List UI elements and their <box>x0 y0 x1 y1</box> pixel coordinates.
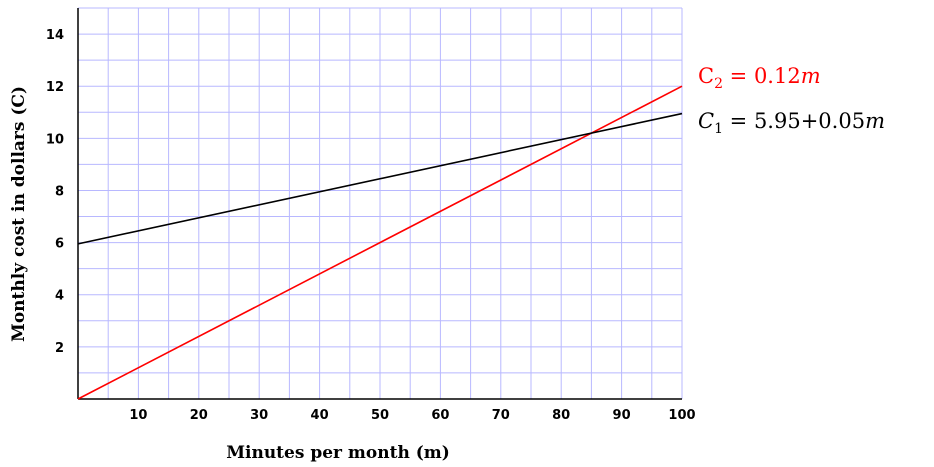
y-tick-label: 4 <box>55 289 64 304</box>
y-tick-labels: 2 4 6 8 10 12 14 <box>46 28 64 356</box>
series-label-1: C2 = 0.12m <box>698 64 821 92</box>
series-line-2 <box>77 112 683 245</box>
x-tick-labels: 10 20 30 40 50 60 70 80 90 100 <box>129 408 695 423</box>
x-tick-label: 30 <box>250 408 268 423</box>
chart-axes <box>77 8 682 400</box>
x-tick-label: 40 <box>311 408 329 423</box>
y-axis-title: Monthly cost in dollars (C) <box>9 86 29 342</box>
y-tick-label: 14 <box>46 28 64 43</box>
x-axis-title: Minutes per month (m) <box>226 443 450 463</box>
y-tick-label: 12 <box>46 80 64 95</box>
y-tick-label: 2 <box>55 341 64 356</box>
chart-grid <box>78 7 683 399</box>
series-label-2: C1 = 5.95+0.05m <box>698 109 885 137</box>
x-tick-label: 50 <box>371 408 389 423</box>
x-tick-label: 80 <box>552 408 570 423</box>
y-tick-label: 10 <box>46 132 64 147</box>
series-line-1 <box>77 85 683 400</box>
x-tick-label: 90 <box>613 408 631 423</box>
y-tick-label: 6 <box>55 237 64 252</box>
x-tick-label: 60 <box>431 408 449 423</box>
chart-series <box>77 85 683 400</box>
x-tick-label: 70 <box>492 408 510 423</box>
x-tick-label: 10 <box>129 408 147 423</box>
series-labels: C2 = 0.12m C1 = 5.95+0.05m <box>698 64 885 137</box>
y-tick-label: 8 <box>55 184 64 199</box>
x-tick-label: 100 <box>668 408 695 423</box>
x-tick-label: 20 <box>190 408 208 423</box>
